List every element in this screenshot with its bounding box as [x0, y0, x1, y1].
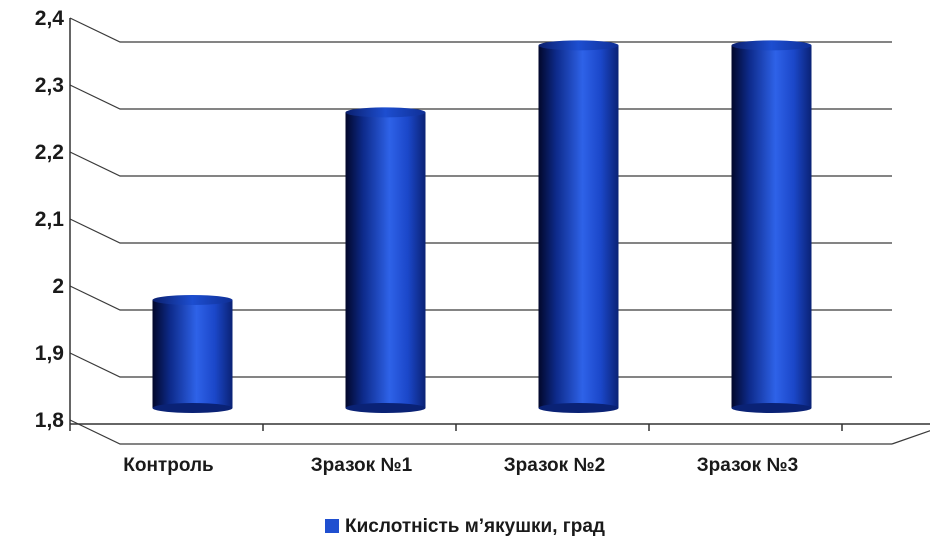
gridline	[69, 17, 892, 43]
bar-cap	[731, 40, 812, 51]
bar	[538, 40, 619, 413]
x-tick-label: Контроль	[123, 455, 213, 476]
y-tick-label: 2,3	[35, 74, 64, 97]
gridline	[69, 285, 892, 311]
bar-body	[731, 45, 812, 409]
gridline	[69, 352, 892, 378]
bars	[152, 40, 812, 413]
bar	[345, 107, 426, 413]
legend: Кислотність м’якушки, град	[0, 516, 930, 538]
y-tick-label: 2	[52, 275, 64, 298]
x-tick-label: Зразок №3	[697, 455, 798, 476]
bar-cap	[345, 107, 426, 118]
y-tick-label: 2,2	[35, 141, 64, 164]
legend-swatch	[325, 519, 340, 533]
gridline	[69, 151, 892, 177]
legend-label: Кислотність м’якушки, град	[345, 516, 605, 537]
bar-cap	[152, 295, 233, 305]
gridline	[69, 84, 892, 110]
bar-cap	[538, 40, 619, 51]
bar	[152, 295, 233, 413]
y-tick-label: 2,4	[35, 7, 65, 30]
labels: 1,8 1,9 2 2,1 2,2 2,3 2,4 Контроль Зразок №1 Зраз…	[35, 7, 798, 476]
y-tick-label: 1,8	[35, 409, 65, 432]
bar-body	[345, 112, 426, 409]
floor-edge	[891, 430, 930, 445]
gridline	[69, 218, 892, 244]
bar-body	[538, 45, 619, 409]
gridlines	[69, 17, 892, 445]
bar-base	[152, 403, 233, 413]
bar-base	[538, 403, 619, 413]
bar	[731, 40, 812, 413]
y-tick-label: 2,1	[35, 208, 65, 231]
bar-base	[345, 403, 426, 413]
x-tick-label: Зразок №1	[311, 455, 413, 476]
bar-base	[731, 403, 812, 413]
x-tick-label: Зразок №2	[504, 455, 605, 476]
y-tick-label: 1,9	[35, 342, 64, 365]
axes	[69, 18, 930, 445]
gridline	[69, 419, 892, 445]
bar-body	[152, 300, 233, 408]
